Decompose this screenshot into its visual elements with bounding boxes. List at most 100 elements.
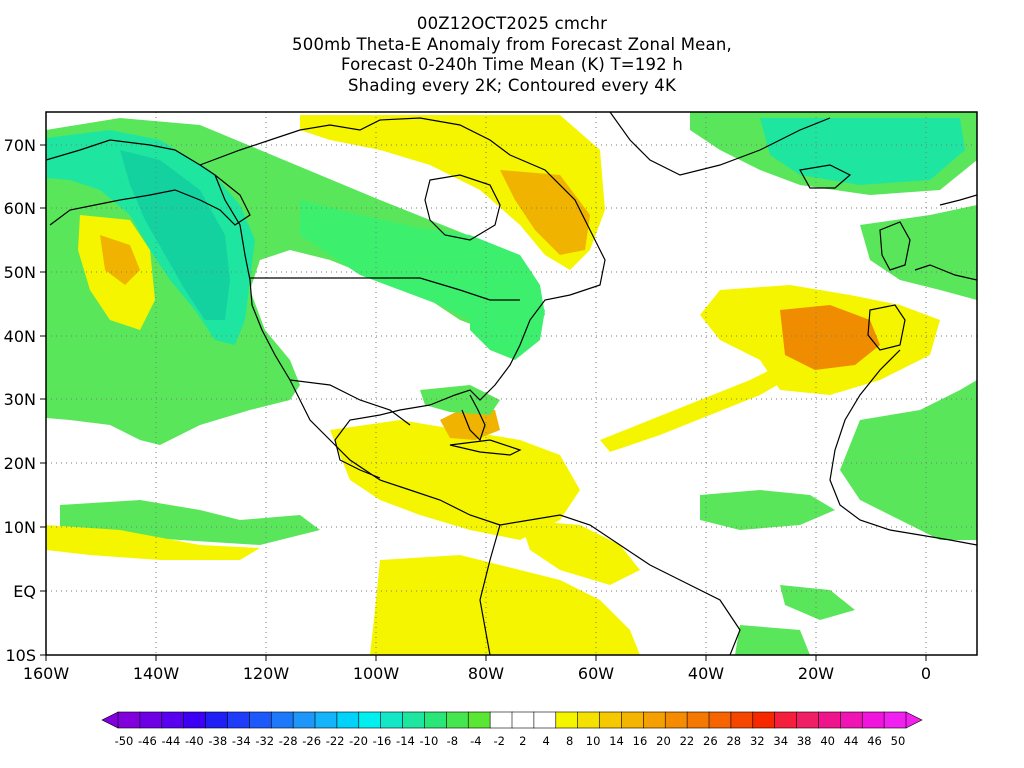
colorbar-label: 20 — [656, 734, 671, 748]
colorbar-swatch — [774, 711, 798, 729]
title-line-1: 00Z12OCT2025 cmchr — [416, 14, 608, 33]
africa-coast — [829, 349, 977, 546]
colorbar-label: -38 — [208, 734, 227, 748]
colorbar-swatch — [489, 711, 513, 729]
east-coast — [429, 154, 606, 406]
colorbar-label: 28 — [726, 734, 741, 748]
south-america — [479, 514, 741, 655]
shade-europe-green — [860, 205, 977, 300]
colorbar-swatch — [708, 711, 732, 729]
lat-label-50n: 50N — [4, 263, 36, 282]
colorbar-swatch — [227, 711, 250, 729]
map-frame — [45, 111, 978, 656]
colorbar-label: -40 — [185, 734, 204, 748]
colorbar-label: -16 — [373, 734, 392, 748]
lat-label-10n: 10N — [4, 518, 36, 537]
land-outlines — [46, 112, 977, 655]
colorbar-swatch — [599, 711, 623, 729]
lat-label-70n: 70N — [4, 136, 36, 155]
colorbar-swatch — [205, 711, 229, 729]
colorbar-swatch — [424, 711, 447, 729]
pacific-coast — [214, 174, 501, 526]
colorbar-label: 44 — [844, 734, 859, 748]
colorbar-swatch — [314, 711, 338, 729]
shade-africa-green — [840, 380, 977, 540]
greenland — [609, 112, 831, 176]
colorbar-swatch — [664, 711, 688, 729]
shade-atlantic-orange — [780, 305, 880, 370]
colorbar-swatch — [533, 711, 557, 729]
gulf-coast — [334, 404, 431, 479]
lon-label-140w: 140W — [133, 664, 180, 683]
colorbar-swatch — [752, 711, 776, 729]
map-area — [46, 112, 977, 655]
lon-label-20w: 20W — [798, 664, 834, 683]
shade-trop-green-1 — [700, 490, 835, 530]
arctic-coast — [199, 117, 511, 166]
colorbar-label: 8 — [566, 734, 573, 748]
colorbar-right-arrow — [905, 711, 923, 729]
colorbar-label: 4 — [543, 734, 550, 748]
shade-east-coast-green — [470, 295, 545, 360]
alaska-coast — [46, 139, 251, 226]
europe-coast — [867, 194, 977, 351]
shade-quebec-yellow — [300, 115, 605, 270]
lon-label-40w: 40W — [688, 664, 724, 683]
colorbar-label: 50 — [891, 734, 906, 748]
lat-label-20n: 20N — [4, 454, 36, 473]
colorbar-label: -26 — [302, 734, 321, 748]
shade-alaska-cyan — [120, 150, 230, 320]
colorbar-swatch — [818, 711, 841, 729]
colorbar-label: -50 — [115, 734, 134, 748]
colorbar-swatch — [380, 711, 404, 729]
colorbar-label: -22 — [326, 734, 345, 748]
colorbar-label: 38 — [797, 734, 812, 748]
shade-trop-green-3 — [735, 625, 810, 655]
shade-atlantic-streak — [600, 360, 800, 452]
lon-label-0: 0 — [921, 664, 931, 683]
colorbar-label: 10 — [586, 734, 601, 748]
lat-label-40n: 40N — [4, 327, 36, 346]
lon-label-80w: 80W — [468, 664, 504, 683]
longitude-labels: 160W 140W 120W 100W 80W 60W 40W 20W 0 — [23, 664, 931, 683]
colorbar-swatch — [643, 711, 666, 729]
colorbar-swatch — [883, 711, 907, 729]
title-line-3: Forecast 0-240h Time Mean (K) T=192 h — [341, 55, 683, 74]
british-isles — [879, 221, 911, 271]
colorbar-swatch — [686, 711, 710, 729]
colorbar-swatch — [861, 711, 885, 729]
colorbar-label: -34 — [232, 734, 251, 748]
shade-samerica-yellow-2 — [520, 520, 640, 585]
colorbar-swatch — [446, 711, 469, 729]
us-canada-border — [250, 277, 520, 301]
lat-label-eq: EQ — [13, 582, 36, 601]
shade-samerica-yellow — [370, 555, 640, 655]
colorbar-swatch — [183, 711, 207, 729]
us-mexico-border — [289, 379, 411, 426]
colorbar-swatch — [402, 711, 426, 729]
colorbar-label: 34 — [773, 734, 788, 748]
colorbar-label: 32 — [750, 734, 765, 748]
colorbar-labels: -50 -46 -44 -40 -38 -34 -32 -28 -26 -22 -20 -16 -14-… — [115, 734, 906, 748]
colorbar-label: 14 — [609, 734, 624, 748]
latitude-labels: 70N 60N 50N 40N 30N 20N 10N EQ 10S — [4, 136, 36, 665]
shade-epac-yellow — [46, 525, 260, 560]
colorbar-left-arrow — [101, 711, 119, 729]
hudson-bay — [424, 174, 501, 241]
shade-quebec-orange — [500, 170, 590, 255]
tick-marks — [40, 144, 927, 661]
lon-label-60w: 60W — [578, 664, 614, 683]
colorbar-swatch — [292, 711, 316, 729]
colorbar-label: -46 — [138, 734, 157, 748]
grid-lines — [46, 112, 977, 655]
lon-label-160w: 160W — [23, 664, 70, 683]
lat-label-10s: 10S — [5, 646, 36, 665]
colorbar-swatch — [161, 711, 185, 729]
colorbar-swatch — [577, 711, 601, 729]
shade-florida-green — [420, 385, 500, 415]
colorbar — [101, 711, 923, 729]
colorbar-label: 46 — [867, 734, 882, 748]
colorbar-swatch — [730, 711, 754, 729]
colorbar-label: 40 — [820, 734, 835, 748]
